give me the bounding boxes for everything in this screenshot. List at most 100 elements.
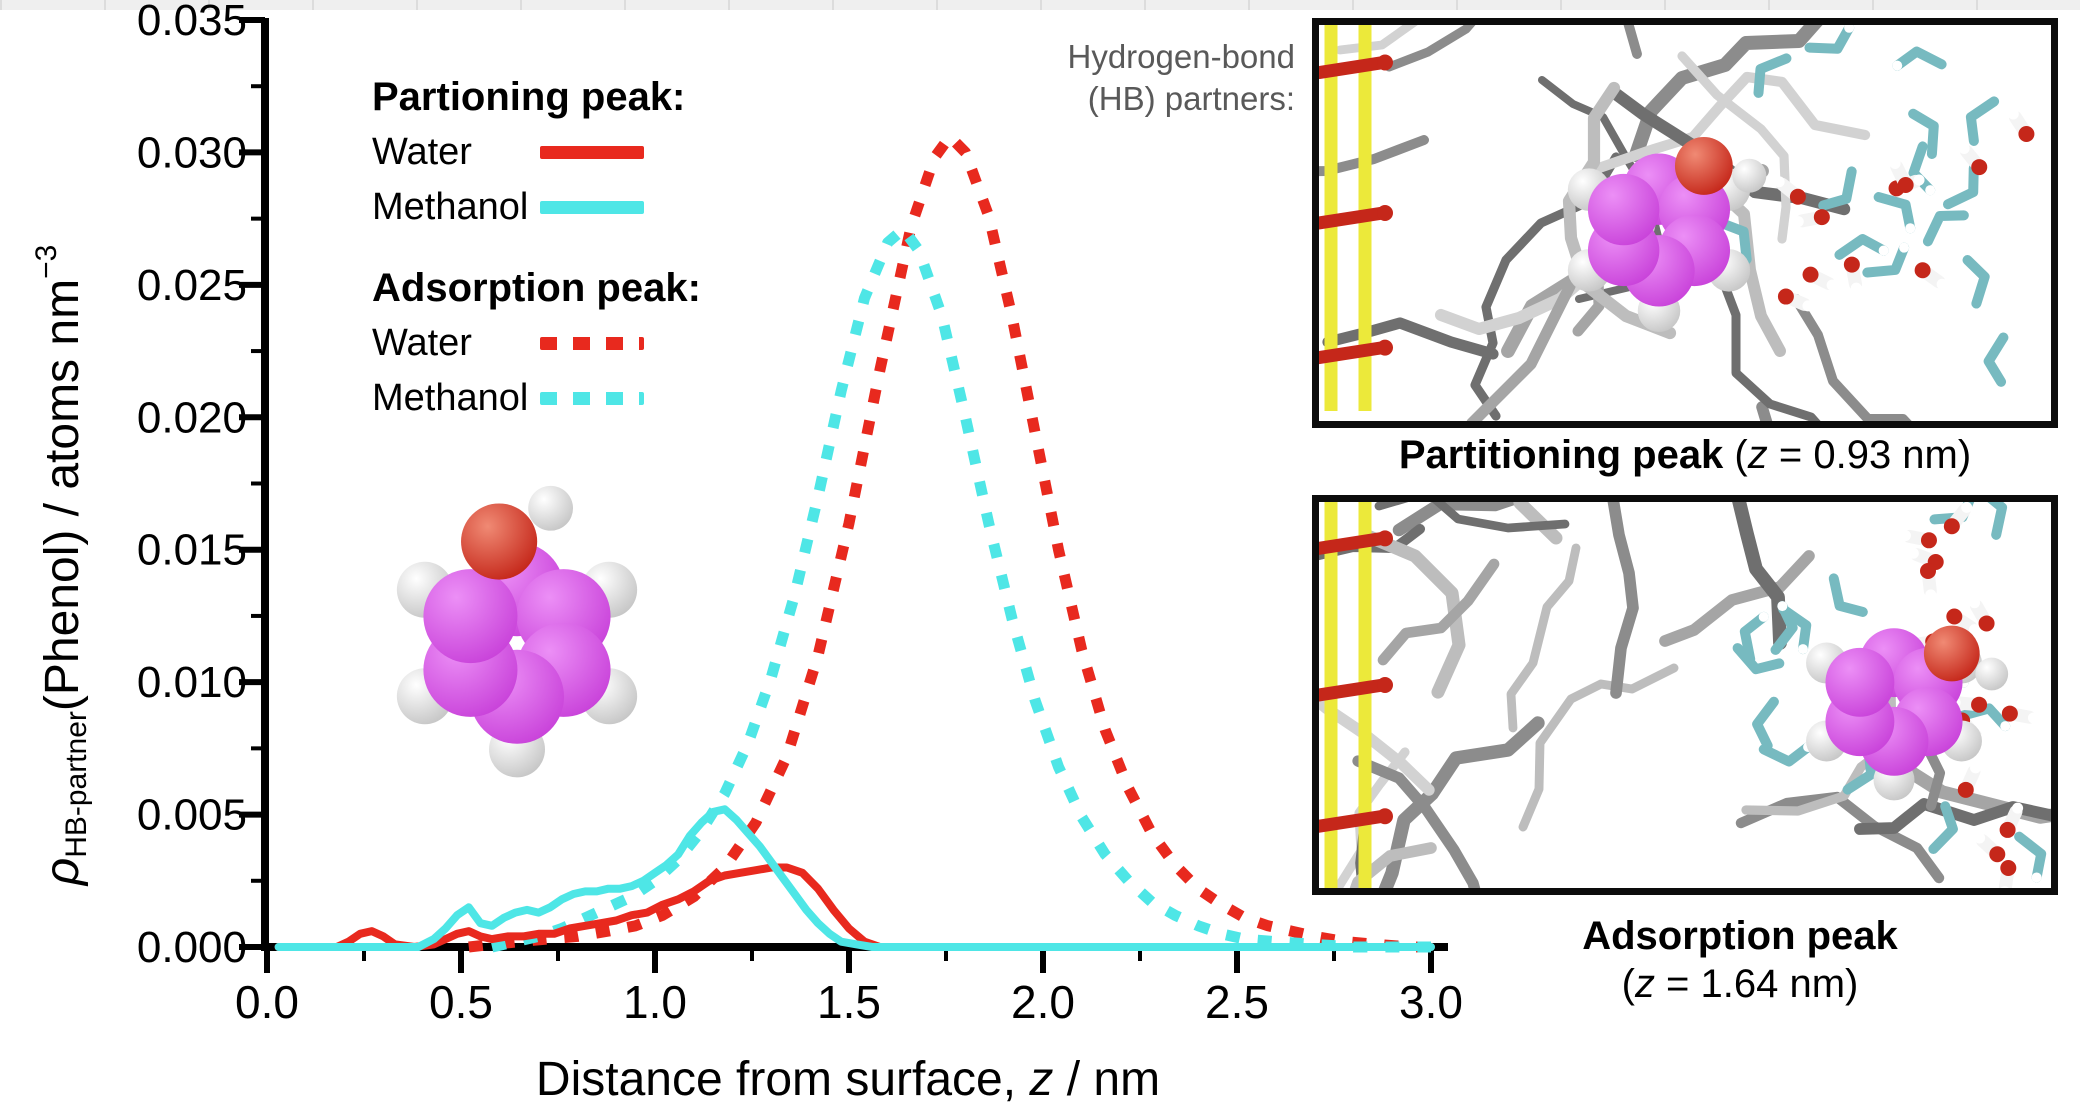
x-tick-label: 1.5 xyxy=(817,976,881,1028)
water-hydrogen xyxy=(1826,279,1838,291)
x-tick-label: 0.5 xyxy=(429,976,493,1028)
x-tick-label: 0.0 xyxy=(235,976,299,1028)
adsorption-md-render xyxy=(1319,502,2051,888)
water-oxygen xyxy=(1920,562,1937,579)
adsorption-snapshot-image xyxy=(1312,495,2058,895)
y-axis-title: ρHB-partner(Phenol) / atoms nm−3 xyxy=(30,245,94,886)
water-oxygen xyxy=(1789,188,1806,205)
phenol-hydroxyl-hydrogen xyxy=(1975,657,2009,691)
polymer-stick xyxy=(1677,51,1791,244)
ylabel-mid: (Phenol) / atoms nm xyxy=(36,278,89,712)
adsorption-caption-bold: Adsorption peak xyxy=(1582,914,1898,958)
legend-item-partitioning-water: Water xyxy=(372,125,701,180)
y-tick-label: 0.025 xyxy=(137,261,247,310)
water-hydrogen xyxy=(1913,174,1925,186)
water-oxygen xyxy=(1914,262,1931,279)
water-hydrogen xyxy=(1961,502,1973,513)
methanol-stick xyxy=(1922,210,1969,247)
y-tick-label: 0.015 xyxy=(137,526,247,575)
y-tick-label: 0.030 xyxy=(137,128,247,177)
water-oxygen xyxy=(1813,209,1830,226)
water-oxygen xyxy=(1971,159,1988,176)
silanol-oxygen xyxy=(1377,530,1393,547)
water-oxygen xyxy=(2000,860,2017,877)
polymer-stick xyxy=(1732,502,1787,650)
water-hydrogen xyxy=(1907,547,1919,559)
silanol-oxygen-stick xyxy=(1319,56,1390,80)
partitioning-caption: Partitioning peak (z = 0.93 nm) xyxy=(1312,433,2058,478)
methanol-stick xyxy=(1732,643,1785,675)
legend-label-methanol: Methanol xyxy=(372,186,529,228)
water-hydrogen xyxy=(1968,624,1980,636)
phenol-carbon xyxy=(1825,647,1895,717)
hb-partners-annotation: Hydrogen-bond (HB) partners: xyxy=(990,36,1296,120)
silanol-oxygen xyxy=(1377,808,1393,825)
methanol-stick xyxy=(1804,25,1855,54)
polymer-stick xyxy=(1791,294,1912,421)
water-oxygen xyxy=(1989,846,2006,863)
water-hydrogen xyxy=(1802,300,1814,312)
y-tick-label: 0.010 xyxy=(137,658,247,707)
water-oxygen xyxy=(1978,615,1995,632)
y-tick-label: 0.000 xyxy=(137,923,247,972)
adsorption-caption: Adsorption peak (z = 1.64 nm) xyxy=(1450,912,2030,1008)
legend-swatch-dashed-red xyxy=(540,337,644,350)
water-hydrogen xyxy=(1974,832,1986,844)
silanol-oxygen-stick xyxy=(1319,206,1390,230)
polymer-stick xyxy=(1322,317,1499,360)
partitioning-snapshot-image xyxy=(1312,18,2058,428)
water-hydrogen xyxy=(1936,278,1948,290)
methanol-stick xyxy=(1770,601,1798,655)
partitioning-caption-open: ( xyxy=(1723,433,1748,477)
legend-item-partitioning-methanol: Methanol xyxy=(372,180,701,235)
legend-item-adsorption-methanol: Methanol xyxy=(372,371,701,426)
methanol-stick xyxy=(1928,801,1958,855)
x-tick-label: 2.0 xyxy=(1011,976,1075,1028)
phenol-carbon xyxy=(1587,173,1660,246)
water-hydrogen xyxy=(2027,712,2039,724)
water-hydrogen xyxy=(1889,157,1901,169)
polymer-stick xyxy=(1518,663,1679,832)
methanol-hydrogen xyxy=(2000,721,2011,732)
polymer-stick xyxy=(1623,25,1642,59)
water-hydrogen xyxy=(2000,886,2009,888)
y-tick-label: 0.020 xyxy=(137,393,247,442)
polymer-stick xyxy=(1629,25,1823,162)
x-tick-label: 3.0 xyxy=(1399,976,1463,1028)
water-oxygen xyxy=(1802,266,1819,283)
adsorption-caption-line2: (z = 1.64 nm) xyxy=(1450,960,2030,1008)
methanol-hydrogen xyxy=(1899,242,1910,253)
polymer-stick xyxy=(1715,268,1821,421)
methanol-stick xyxy=(1862,242,1910,278)
methanol-hydrogen xyxy=(1797,644,1808,655)
polymer-stick xyxy=(1607,502,1639,699)
silanol-oxygen-stick xyxy=(1319,341,1390,365)
methanol-stick xyxy=(1965,96,2000,146)
water-hydrogen xyxy=(1773,176,1785,188)
xlabel-post: / nm xyxy=(1053,1053,1161,1106)
phenol-oxygen xyxy=(1674,137,1733,195)
polymer-stick xyxy=(1349,842,1437,888)
water-oxygen xyxy=(1897,177,1914,194)
water-oxygen xyxy=(1971,696,1988,713)
polymer-stick xyxy=(1363,530,1466,699)
methanol-hydrogen xyxy=(1844,25,1855,33)
methanol-stick xyxy=(1739,611,1769,665)
phenol-oxygen xyxy=(1923,625,1980,682)
water-hydrogen xyxy=(1958,142,1970,154)
methanol-stick xyxy=(1962,255,1990,309)
silanol-oxygen xyxy=(1377,677,1393,693)
y-tick-label: 0.005 xyxy=(137,791,247,840)
window-top-strip xyxy=(0,0,2080,10)
ylabel-superscript: −3 xyxy=(30,244,63,279)
methanol-stick xyxy=(1716,218,1752,265)
methanol-stick xyxy=(1753,53,1792,98)
polymer-stick xyxy=(1562,81,1677,340)
methanol-stick xyxy=(1834,234,1889,260)
polymer-stick xyxy=(1506,543,1581,733)
polymer-stick xyxy=(1659,550,1815,647)
methanol-stick xyxy=(1957,703,2011,732)
polymer-stick xyxy=(1352,755,1481,888)
legend-swatch-dashed-cyan xyxy=(540,392,644,405)
